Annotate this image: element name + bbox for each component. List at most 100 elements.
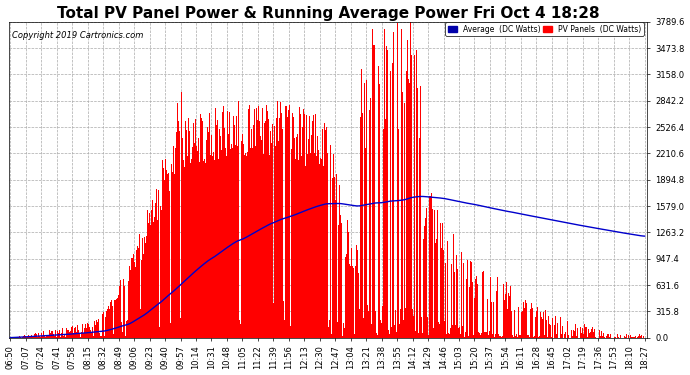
Bar <box>601 332 602 338</box>
Bar <box>369 110 370 338</box>
Bar <box>115 300 116 338</box>
Bar <box>610 334 611 338</box>
Bar <box>240 324 241 338</box>
Bar <box>279 102 281 338</box>
Bar <box>185 122 186 338</box>
Bar <box>25 336 26 338</box>
Bar <box>149 213 150 338</box>
Bar <box>195 118 196 338</box>
Bar <box>273 303 274 338</box>
Bar <box>210 135 212 338</box>
Bar <box>79 333 80 338</box>
Bar <box>483 271 484 338</box>
Bar <box>127 320 128 338</box>
Bar <box>478 333 480 338</box>
Bar <box>191 159 193 338</box>
Bar <box>411 54 412 338</box>
Bar <box>275 146 276 338</box>
Bar <box>473 335 474 338</box>
Bar <box>112 306 113 338</box>
Bar <box>212 324 213 338</box>
Bar <box>457 269 458 338</box>
Bar <box>218 159 219 338</box>
Bar <box>256 108 257 338</box>
Bar <box>502 336 503 338</box>
Bar <box>62 328 63 338</box>
Bar <box>449 334 450 338</box>
Bar <box>505 294 506 338</box>
Bar <box>565 332 566 338</box>
Bar <box>461 252 462 338</box>
Bar <box>337 225 339 338</box>
Bar <box>377 335 378 338</box>
Bar <box>643 336 644 338</box>
Bar <box>328 327 329 338</box>
Bar <box>156 189 157 338</box>
Bar <box>34 333 36 338</box>
Bar <box>282 129 284 338</box>
Bar <box>425 217 426 338</box>
Bar <box>73 333 75 338</box>
Bar <box>348 264 350 338</box>
Bar <box>533 337 534 338</box>
Bar <box>602 336 603 338</box>
Bar <box>358 273 359 338</box>
Bar <box>220 136 221 338</box>
Bar <box>278 141 279 338</box>
Bar <box>475 276 477 338</box>
Bar <box>104 336 105 338</box>
Bar <box>444 321 445 338</box>
Bar <box>176 132 177 338</box>
Bar <box>345 257 346 338</box>
Bar <box>221 112 223 338</box>
Bar <box>266 105 267 338</box>
Bar <box>78 330 79 338</box>
Bar <box>206 140 207 338</box>
Text: Copyright 2019 Cartronics.com: Copyright 2019 Cartronics.com <box>12 31 143 40</box>
Bar <box>492 334 493 338</box>
Bar <box>47 335 48 338</box>
Bar <box>455 325 456 338</box>
Bar <box>331 334 332 338</box>
Bar <box>372 29 373 338</box>
Bar <box>44 336 45 338</box>
Bar <box>172 172 173 338</box>
Bar <box>306 115 307 338</box>
Bar <box>474 298 475 338</box>
Bar <box>427 317 428 338</box>
Bar <box>110 302 111 338</box>
Bar <box>141 241 142 338</box>
Bar <box>437 210 438 338</box>
Bar <box>541 317 542 338</box>
Bar <box>493 302 494 338</box>
Bar <box>138 248 139 338</box>
Bar <box>447 241 448 338</box>
Bar <box>472 282 473 338</box>
Bar <box>535 304 537 338</box>
Bar <box>333 154 334 338</box>
Bar <box>359 117 361 338</box>
Bar <box>136 250 137 338</box>
Bar <box>412 309 413 338</box>
Bar <box>268 155 270 338</box>
Bar <box>347 220 348 338</box>
Bar <box>391 327 392 338</box>
Bar <box>515 336 516 338</box>
Bar <box>382 306 383 338</box>
Bar <box>527 335 529 338</box>
Bar <box>446 333 447 338</box>
Bar <box>131 258 132 338</box>
Bar <box>632 337 633 338</box>
Bar <box>560 317 562 338</box>
Bar <box>135 267 136 338</box>
Bar <box>368 311 369 338</box>
Bar <box>592 327 593 338</box>
Bar <box>287 117 288 338</box>
Bar <box>139 309 141 338</box>
Bar <box>380 320 381 338</box>
Bar <box>339 185 340 338</box>
Bar <box>334 177 335 338</box>
Bar <box>52 331 53 338</box>
Bar <box>335 200 336 338</box>
Bar <box>29 336 30 338</box>
